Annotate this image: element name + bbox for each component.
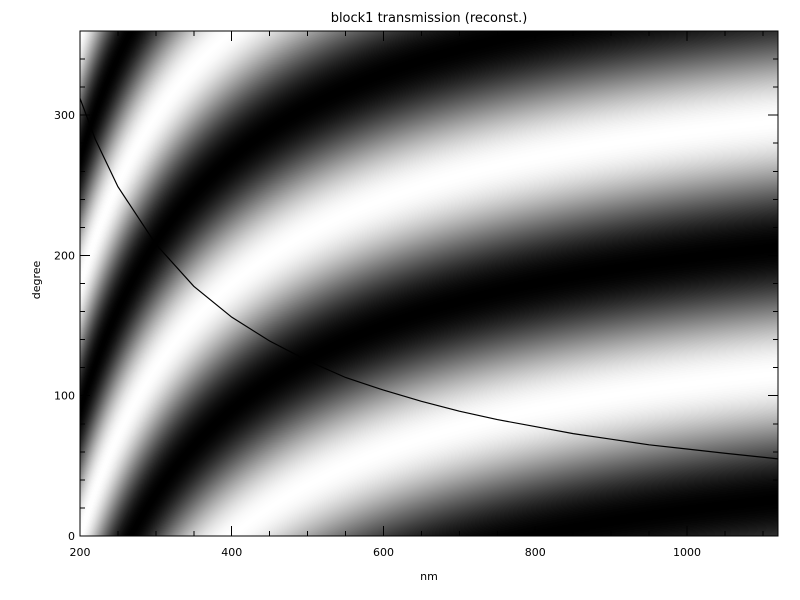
x-axis-label: nm: [420, 570, 438, 583]
chart-title: block1 transmission (reconst.): [331, 11, 528, 26]
heatmap-background: [80, 31, 778, 536]
y-tick-label: 100: [54, 390, 75, 403]
y-tick-label: 0: [68, 530, 75, 543]
x-tick-label: 800: [525, 546, 546, 559]
x-tick-label: 400: [221, 546, 242, 559]
plot-area: 200 400 600 800 1000 0 100 200 300: [54, 30, 779, 559]
y-axis-label: degree: [30, 261, 43, 300]
y-tick-label: 200: [54, 249, 75, 262]
x-tick-label: 200: [70, 546, 91, 559]
overlay-curve: [79, 98, 779, 460]
x-tick-label: 1000: [673, 546, 701, 559]
x-tick-label: 600: [373, 546, 394, 559]
y-tick-label: 300: [54, 109, 75, 122]
